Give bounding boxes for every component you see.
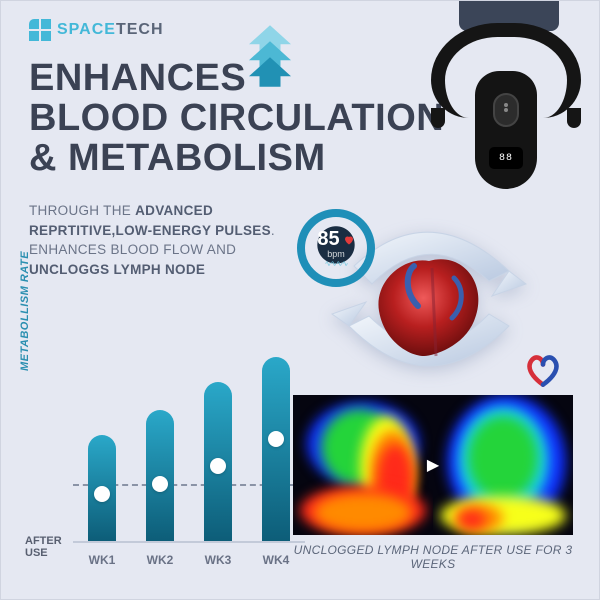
brand-part2: TECH: [116, 21, 164, 38]
device-body: 88: [475, 71, 537, 189]
headline: ENHANCES BLOOD CIRCULATION & METABOLISM: [29, 59, 444, 179]
chart-bar: [146, 410, 174, 541]
headline-line1: ENHANCES: [29, 59, 444, 99]
headline-line3: & METABOLISM: [29, 139, 444, 179]
after-use-label: AFTER USE: [25, 535, 73, 559]
chart-xlabel: WK3: [205, 553, 232, 567]
subcopy-b2: UNCLOGGS LYMPH NODE: [29, 262, 205, 277]
device-screen: 88: [489, 147, 523, 169]
heart-icon: [343, 234, 355, 246]
thermal-after: [433, 395, 573, 535]
chart-bar: [262, 357, 290, 541]
play-triangle-icon: ▶: [427, 455, 439, 475]
thermal-panel: ▶ UNCLOGGED LYMPH NODE AFTER USE FOR 3 W…: [293, 395, 573, 571]
device-illustration: 88: [431, 23, 581, 193]
chart-dot: [268, 431, 284, 447]
headline-line2: BLOOD CIRCULATION: [29, 99, 444, 139]
heart-logo-icon: [521, 348, 565, 397]
chart-area: [73, 337, 305, 543]
thermal-caption: UNCLOGGED LYMPH NODE AFTER USE FOR 3 WEE…: [293, 543, 573, 571]
bpm-badge: 85 bpm ∿∿∿∿: [297, 209, 375, 287]
subcopy-pre: THROUGH THE: [29, 203, 135, 218]
brand-part1: SPACE: [57, 21, 116, 38]
chart-ylabel: METABOLLISM RATE: [19, 251, 31, 371]
thermal-before: [293, 395, 433, 535]
chart-bar: [204, 382, 232, 541]
device-button-icon: [493, 93, 519, 127]
thermal-images: ▶: [293, 395, 573, 535]
chart-dot: [210, 458, 226, 474]
chart-dot: [152, 476, 168, 492]
chart-xlabels: WK1 WK2 WK3 WK4: [73, 553, 305, 567]
bpm-value: 85: [317, 228, 339, 251]
heat-blob: [314, 493, 412, 532]
logo-icon: [29, 19, 51, 41]
circulation-graphic: 85 bpm ∿∿∿∿: [289, 201, 569, 401]
subcopy: THROUGH THE ADVANCED REPRTITIVE,LOW-ENER…: [29, 201, 289, 279]
chart-xlabel: WK2: [147, 553, 174, 567]
brand-logo: SPACETECH: [29, 19, 164, 41]
chart-dot: [94, 486, 110, 502]
ecg-icon: ∿∿∿∿: [325, 259, 348, 268]
metabolism-chart: METABOLLISM RATE AFTER USE WK1WK2WK3WK4: [25, 337, 305, 567]
heat-blob: [468, 416, 538, 500]
chart-xlabel: WK1: [89, 553, 116, 567]
chart-bar: [88, 435, 116, 541]
bpm-unit: bpm: [327, 249, 345, 259]
chart-xlabel: WK4: [263, 553, 290, 567]
